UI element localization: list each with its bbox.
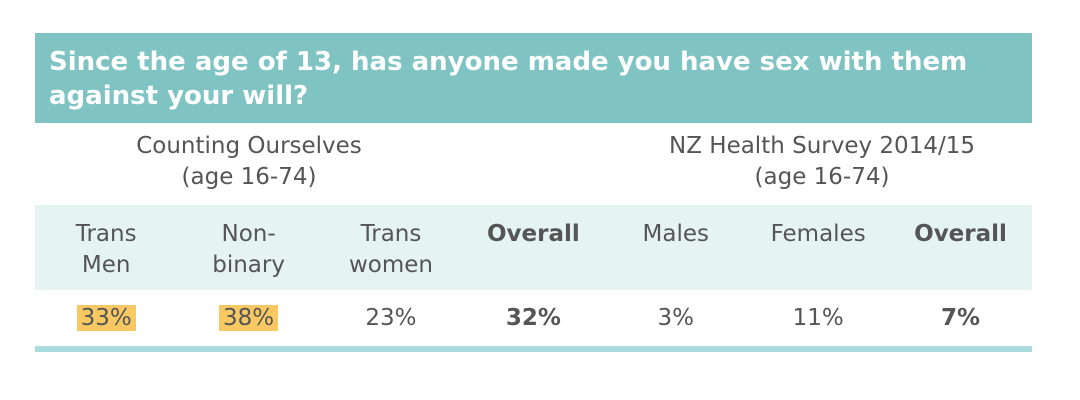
cell: 33% (35, 303, 177, 334)
column-header: Overall (914, 221, 1007, 247)
survey-table: Since the age of 13, has anyone made you… (35, 33, 1032, 352)
cell: 23% (320, 303, 462, 334)
cell-value: 38% (219, 304, 279, 331)
column-header: Trans women (348, 221, 433, 278)
column-header: Trans Men (75, 221, 137, 278)
group-row: Counting Ourselves (age 16-74) NZ Health… (35, 123, 1032, 205)
cell-value: 32% (505, 304, 561, 331)
group-label: Counting Ourselves (age 16-74) (136, 133, 362, 190)
cell: 3% (605, 303, 747, 334)
column-header: Non- binary (212, 221, 285, 278)
cell-value: 11% (792, 304, 844, 331)
title: Since the age of 13, has anyone made you… (35, 33, 1032, 123)
cell: 11% (747, 303, 889, 334)
cell-value: 33% (76, 304, 136, 331)
cell: 32% (462, 303, 604, 334)
column-header: Overall (486, 221, 580, 247)
header-row: Trans Men Non- binary Trans women Overall Ma… (35, 205, 1032, 290)
group-label: NZ Health Survey 2014/15 (age 16-74) (669, 133, 975, 190)
column-header: Males (642, 221, 709, 247)
cell: 7% (889, 303, 1031, 334)
column-header: Females (770, 221, 866, 247)
cell-value: 7% (941, 304, 981, 331)
cell-value: 23% (365, 304, 417, 331)
cell-value: 3% (657, 304, 695, 331)
value-row: 33% 38% 23% 32% 3% 11% 7% (35, 290, 1032, 352)
cell: 38% (177, 303, 319, 334)
